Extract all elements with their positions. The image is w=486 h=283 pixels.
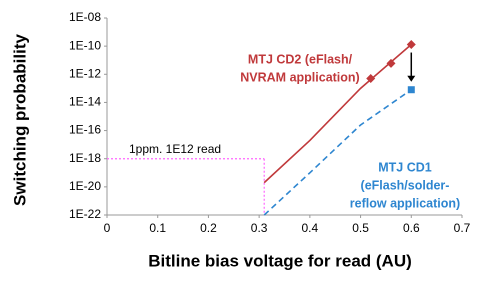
marker — [386, 58, 396, 68]
marker — [366, 74, 376, 84]
series-label: MTJ CD2 (eFlash/ — [248, 52, 353, 66]
x-tick-label: 0.5 — [352, 221, 369, 235]
y-tick-label: 1E-08 — [69, 10, 101, 24]
marker — [407, 86, 415, 94]
y-axis-title: Switching probability — [10, 34, 29, 206]
arrow-head — [407, 75, 416, 82]
y-tick-label: 1E-16 — [69, 123, 101, 137]
y-tick-label: 1E-10 — [69, 38, 101, 52]
series-line — [263, 89, 412, 216]
y-tick-label: 1E-12 — [69, 66, 101, 80]
y-tick-label: 1E-14 — [69, 95, 101, 109]
y-tick-label: 1E-20 — [69, 179, 101, 193]
x-tick-label: 0 — [104, 221, 111, 235]
x-tick-label: 0.2 — [200, 221, 217, 235]
x-tick-label: 0.3 — [251, 221, 268, 235]
threshold-label: 1ppm. 1E12 read — [129, 142, 221, 156]
x-axis-title: Bitline bias voltage for read (AU) — [148, 251, 412, 270]
series-label: reflow application) — [350, 196, 460, 210]
series-label: MTJ CD1 — [378, 160, 432, 174]
marker — [406, 40, 416, 50]
x-tick-label: 0.6 — [403, 221, 420, 235]
series-line — [263, 43, 412, 184]
y-tick-label: 1E-22 — [69, 207, 101, 221]
x-tick-label: 0.4 — [302, 221, 319, 235]
x-tick-label: 0.1 — [149, 221, 166, 235]
series-label: NVRAM application) — [240, 70, 359, 84]
x-tick-label: 0.7 — [454, 221, 471, 235]
y-tick-label: 1E-18 — [69, 151, 101, 165]
series-label: (eFlash/solder- — [361, 178, 450, 192]
